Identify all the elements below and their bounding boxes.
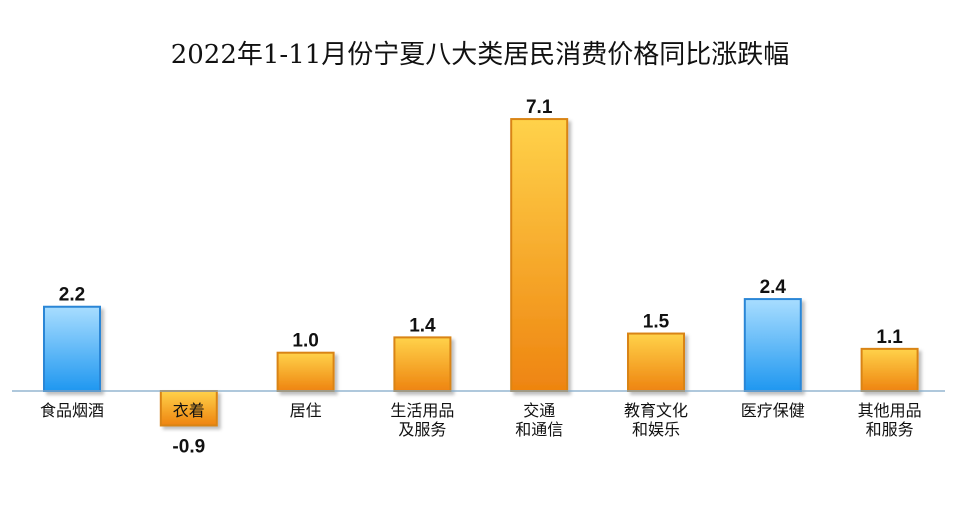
bar	[510, 118, 569, 392]
data-label: 1.5	[643, 312, 670, 333]
data-label: 7.1	[526, 97, 553, 118]
category-label: 交通	[523, 401, 555, 420]
data-label: -0.9	[172, 436, 205, 457]
data-label: 1.1	[876, 327, 903, 348]
category-label: 和服务	[866, 420, 914, 439]
bar	[860, 347, 919, 392]
data-label: 2.4	[760, 277, 787, 298]
category-label: 衣着	[173, 401, 205, 420]
category-label: 居住	[290, 401, 322, 420]
category-label: 医疗保健	[741, 401, 805, 420]
bar	[276, 351, 335, 393]
category-label: 生活用品	[390, 401, 454, 420]
data-label: 1.0	[292, 331, 318, 352]
bar	[627, 332, 685, 392]
bar	[43, 305, 101, 392]
category-label: 和通信	[515, 420, 563, 439]
category-label: 教育文化	[624, 401, 688, 420]
bar	[393, 336, 452, 393]
bar	[743, 298, 802, 392]
bar	[159, 390, 218, 427]
category-label: 食品烟酒	[40, 401, 104, 420]
data-label: 1.4	[409, 315, 436, 336]
chart-title: 2022年1-11月份宁夏八大类居民消费价格同比涨跌幅	[171, 40, 790, 70]
category-label: 和娱乐	[632, 420, 680, 439]
category-label: 及服务	[398, 420, 446, 439]
category-label: 其他用品	[858, 401, 922, 420]
data-label: 2.2	[59, 285, 85, 306]
